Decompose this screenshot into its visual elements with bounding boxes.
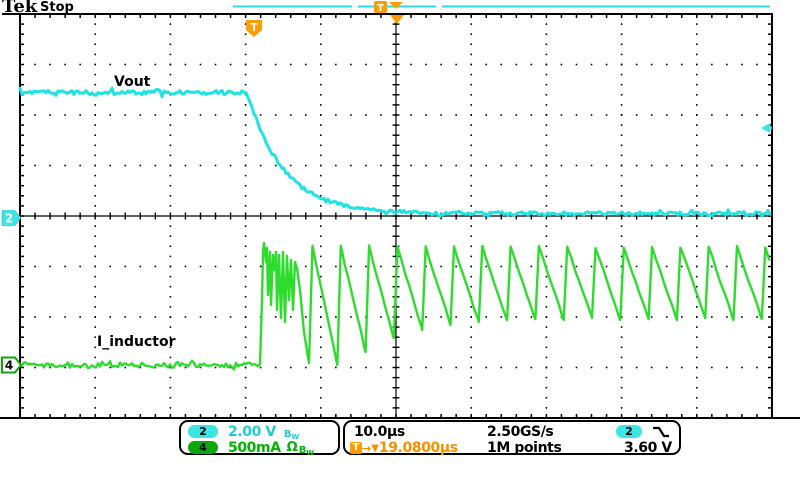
ch2-bandwidth-limit-icon: BW (283, 429, 300, 441)
inductor-trace-label: I_inductor (97, 334, 176, 350)
sample-rate-readout: 2.50GS/s (487, 424, 554, 440)
delay-triangle-icon: ▼ (371, 442, 379, 454)
scope-display: T Vout I_inductor T 2 4 (1, 1, 773, 419)
ch4-bandwidth-limit-icon: BW (298, 445, 315, 457)
record-bar-trigger-label: T (377, 3, 384, 14)
ch4-coupling-icon: Ω (286, 440, 298, 455)
record-bar-trigger-marker[interactable] (374, 1, 387, 13)
trigger-point-flag-label: T (250, 21, 258, 34)
ch2-ground-marker-label: 2 (5, 212, 13, 226)
trigger-level-marker[interactable] (761, 123, 772, 133)
trigger-t-icon: T (350, 442, 362, 454)
record-bar-expansion-marker[interactable] (389, 2, 403, 9)
tek-logo: Tek (2, 0, 38, 17)
trigger-level-readout: 3.60 V (624, 440, 672, 456)
ch4-scale-readout: 500mA (228, 439, 281, 456)
ch4-ground-marker[interactable] (1, 356, 23, 374)
expansion-point-marker[interactable] (390, 15, 404, 24)
delay-readout: T → ▼ 19.0800µs (350, 440, 458, 456)
vout-trace-label: Vout (114, 74, 151, 90)
ch4-inductor-trace (18, 241, 771, 371)
record-length-readout: 1M points (487, 440, 562, 456)
timebase-readout: 10.0µs (354, 424, 405, 440)
ch2-ground-marker[interactable] (1, 210, 22, 226)
delay-value: 19.0800µs (378, 440, 458, 456)
channel-readouts-box[interactable]: 2 2.00 V BW 4 500mA Ω BW (179, 420, 340, 457)
delay-arrow-icon: → (362, 441, 372, 455)
trigger-source-badge[interactable]: 2 (616, 425, 642, 438)
trigger-slope-falling-icon (653, 426, 669, 438)
ch2-vout-trace (18, 86, 772, 218)
horizontal-trigger-box[interactable]: 10.0µs T → ▼ 19.0800µs 2.50GS/s 1M point… (343, 420, 681, 456)
ch4-ground-marker-label: 4 (5, 359, 13, 373)
trigger-point-flag[interactable] (246, 20, 262, 37)
ch4-badge[interactable]: 4 (188, 441, 218, 454)
ch2-badge[interactable]: 2 (188, 425, 218, 438)
ch2-scale-readout: 2.00 V (228, 423, 276, 440)
statusbar-separator (0, 417, 800, 419)
acquisition-status: Stop (40, 0, 74, 15)
